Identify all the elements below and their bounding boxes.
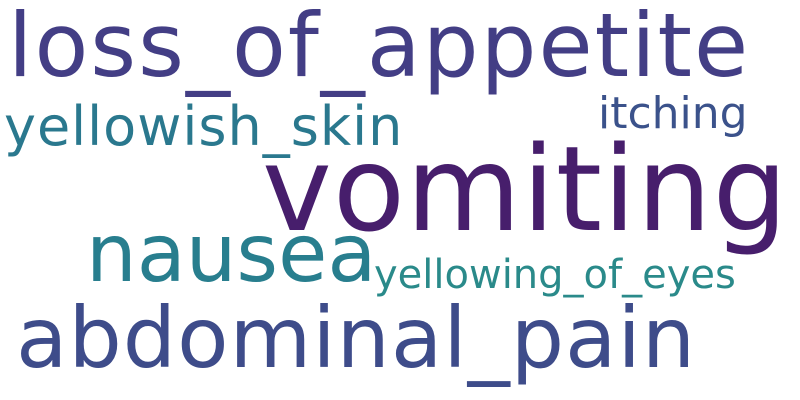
word-yellowish-skin: yellowish_skin <box>4 95 404 158</box>
word-yellowing-of-eyes: yellowing_of_eyes <box>374 252 736 298</box>
word-itching: itching <box>598 88 748 139</box>
word-abdominal-pain: abdominal_pain <box>16 289 697 387</box>
word-nausea: nausea <box>86 207 377 300</box>
word-loss-of-appetite: loss_of_appetite <box>8 0 751 97</box>
word-vomiting: vomiting <box>262 120 789 258</box>
